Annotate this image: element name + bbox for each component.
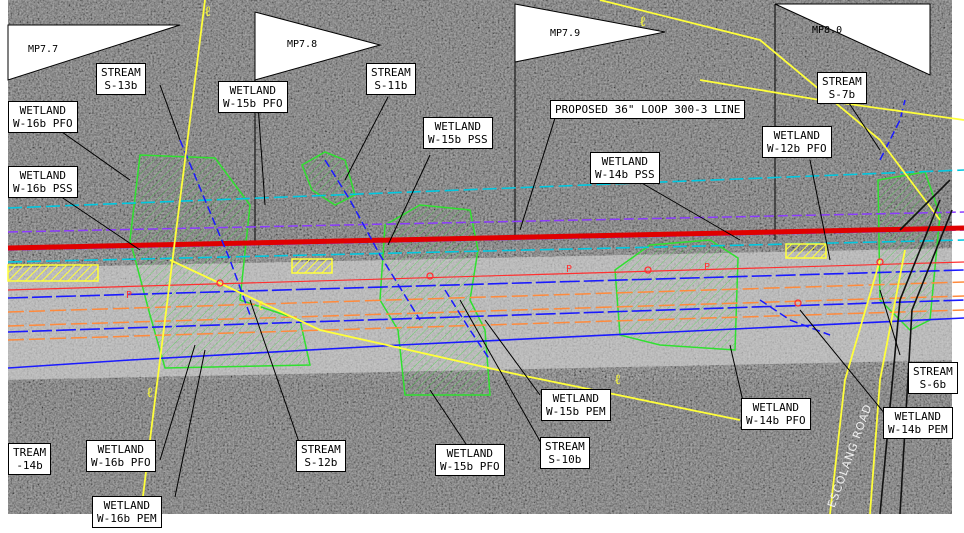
wetland-callout[interactable]: WETLAND W-14b PFO [741, 398, 811, 430]
milepost-label: MP8.0 [812, 25, 843, 36]
wetland-callout[interactable]: WETLAND W-15b PSS [423, 117, 493, 149]
power-line-marker: P [126, 290, 133, 301]
wetland-callout[interactable]: WETLAND W-16b PEM [92, 496, 162, 528]
wetland-callout[interactable]: WETLAND W-16b PSS [8, 166, 78, 198]
stream-callout[interactable]: STREAM S-11b [366, 63, 416, 95]
right-of-way-lines [7, 169, 964, 263]
stream-callout[interactable]: STREAM S-10b [540, 437, 590, 469]
power-line-marker: P [566, 264, 573, 275]
crossing-markers [216, 258, 884, 307]
proposed-pipeline [7, 225, 964, 251]
wetland-callout[interactable]: WETLAND W-16b PFO [8, 101, 78, 133]
existing-pipelines [7, 269, 964, 369]
wetland-callout[interactable]: WETLAND W-15b PEM [541, 389, 611, 421]
stream-callout[interactable]: STREAM S-7b [817, 72, 867, 104]
milepost-label: MP7.9 [550, 28, 581, 39]
milepost-flags [7, 3, 931, 245]
centerline-marker: ℓ [615, 372, 621, 388]
temporary-workspace-hatch [7, 243, 827, 282]
wetland-callout[interactable]: WETLAND W-15b PFO [435, 444, 505, 476]
stream-callout[interactable]: STREAM S-6b [908, 362, 958, 394]
wetland-callout[interactable]: WETLAND W-16b PFO [86, 440, 156, 472]
wetland-callout[interactable]: WETLAND W-14b PSS [590, 152, 660, 184]
centerline-marker: ℓ [205, 4, 211, 20]
leader-lines [44, 84, 901, 498]
centerline-marker: ℓ [640, 14, 646, 30]
centerline-marker: ℓ [258, 298, 264, 314]
stream-callout[interactable]: STREAM S-12b [296, 440, 346, 472]
wetland-callout[interactable]: WETLAND W-15b PFO [218, 81, 288, 113]
stream-callout[interactable]: TREAM -14b [8, 443, 52, 475]
milepost-flag [7, 24, 181, 81]
milepost-flag [774, 3, 931, 76]
pipeline-label: PROPOSED 36" LOOP 300-3 LINE [550, 100, 746, 119]
power-line-marker: P [704, 262, 711, 273]
stream-callout[interactable]: STREAM S-13b [96, 63, 146, 95]
wetland-callout[interactable]: WETLAND W-12b PFO [762, 126, 832, 158]
wetland-callout[interactable]: WETLAND W-14b PEM [883, 407, 953, 439]
milepost-label: MP7.7 [28, 44, 59, 55]
road-edges [879, 179, 953, 515]
milepost-label: MP7.8 [287, 39, 318, 50]
power-line [7, 261, 964, 291]
centerline-marker: ℓ [147, 385, 153, 401]
